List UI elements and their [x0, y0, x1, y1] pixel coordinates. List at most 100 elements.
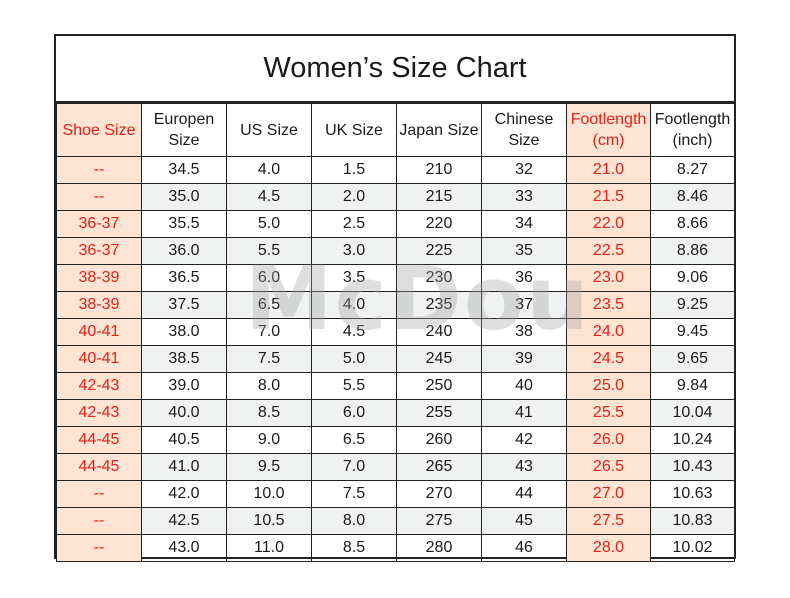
table-cell: 27.5	[566, 507, 651, 535]
table-cell: --	[56, 534, 142, 562]
table-cell: 8.27	[650, 156, 735, 184]
table-cell: 36-37	[56, 210, 142, 238]
column-header: Europen Size	[141, 103, 227, 157]
size-chart: Women’s Size Chart Shoe Size Europen Size…	[54, 34, 736, 562]
table-cell: 35.0	[141, 183, 227, 211]
table-cell: 10.63	[650, 480, 735, 508]
table-cell: 38-39	[56, 264, 142, 292]
table-cell: 265	[396, 453, 482, 481]
table-cell: 21.5	[566, 183, 651, 211]
table-cell: 270	[396, 480, 482, 508]
table-cell: 245	[396, 345, 482, 373]
table-cell: 7.0	[226, 318, 312, 346]
table-cell: 27.0	[566, 480, 651, 508]
table-cell: 28.0	[566, 534, 651, 562]
table-cell: 5.0	[311, 345, 397, 373]
table-cell: 9.65	[650, 345, 735, 373]
table-cell: 5.5	[226, 237, 312, 265]
table-cell: 40.5	[141, 426, 227, 454]
table-cell: 26.0	[566, 426, 651, 454]
table-cell: 3.0	[311, 237, 397, 265]
table-cell: 41	[481, 399, 567, 427]
table-cell: 38.5	[141, 345, 227, 373]
table-cell: 22.0	[566, 210, 651, 238]
table-cell: 36.5	[141, 264, 227, 292]
table-cell: 215	[396, 183, 482, 211]
table-cell: 42-43	[56, 399, 142, 427]
table-cell: 8.0	[311, 507, 397, 535]
table-cell: 5.0	[226, 210, 312, 238]
table-cell: 44-45	[56, 426, 142, 454]
table-cell: 25.0	[566, 372, 651, 400]
column-header: Japan Size	[396, 103, 482, 157]
table-cell: 230	[396, 264, 482, 292]
table-cell: 4.5	[311, 318, 397, 346]
table-cell: --	[56, 480, 142, 508]
table-cell: 39.0	[141, 372, 227, 400]
table-cell: 42	[481, 426, 567, 454]
table-cell: 9.45	[650, 318, 735, 346]
table-cell: 7.5	[311, 480, 397, 508]
table-cell: 6.0	[311, 399, 397, 427]
column-header: US Size	[226, 103, 312, 157]
column-header: Footlength (inch)	[650, 103, 735, 157]
table-row: 44-45 40.5 9.0 6.5 260 42 26.0 10.24	[56, 426, 735, 454]
table-row: 38-39 36.5 6.0 3.5 230 36 23.0 9.06	[56, 264, 735, 292]
table-cell: 10.43	[650, 453, 735, 481]
table-cell: 9.84	[650, 372, 735, 400]
table-cell: 38	[481, 318, 567, 346]
table-cell: 6.5	[311, 426, 397, 454]
table-cell: 24.0	[566, 318, 651, 346]
table-cell: 11.0	[226, 534, 312, 562]
table-cell: 3.5	[311, 264, 397, 292]
table-cell: 4.0	[311, 291, 397, 319]
table-cell: 255	[396, 399, 482, 427]
table-row: -- 42.5 10.5 8.0 275 45 27.5 10.83	[56, 507, 735, 535]
table-cell: 38-39	[56, 291, 142, 319]
table-cell: 5.5	[311, 372, 397, 400]
table-cell: 6.5	[226, 291, 312, 319]
table-row: -- 42.0 10.0 7.5 270 44 27.0 10.63	[56, 480, 735, 508]
column-header: Shoe Size	[56, 103, 142, 157]
table-cell: 8.0	[226, 372, 312, 400]
table-cell: 240	[396, 318, 482, 346]
table-cell: 24.5	[566, 345, 651, 373]
column-header: UK Size	[311, 103, 397, 157]
table-row: -- 43.0 11.0 8.5 280 46 28.0 10.02	[56, 534, 735, 562]
table-cell: --	[56, 507, 142, 535]
table-cell: 44-45	[56, 453, 142, 481]
table-cell: 46	[481, 534, 567, 562]
table-cell: 42.0	[141, 480, 227, 508]
table-cell: --	[56, 156, 142, 184]
table-cell: 250	[396, 372, 482, 400]
table-cell: 35	[481, 237, 567, 265]
table-cell: 23.5	[566, 291, 651, 319]
table-cell: 35.5	[141, 210, 227, 238]
chart-title: Women’s Size Chart	[56, 36, 734, 103]
table-cell: 10.02	[650, 534, 735, 562]
table-cell: 10.83	[650, 507, 735, 535]
table-cell: 8.5	[226, 399, 312, 427]
table-cell: 225	[396, 237, 482, 265]
table-cell: 34	[481, 210, 567, 238]
table-cell: 4.0	[226, 156, 312, 184]
table-cell: 45	[481, 507, 567, 535]
table-cell: 10.04	[650, 399, 735, 427]
table-cell: 6.0	[226, 264, 312, 292]
table-cell: 40-41	[56, 318, 142, 346]
table-cell: 260	[396, 426, 482, 454]
table-body: -- 34.5 4.0 1.5 210 32 21.0 8.27 -- 35.0 4.5 2.0 215…	[56, 156, 735, 562]
table-cell: 9.0	[226, 426, 312, 454]
table-cell: 10.0	[226, 480, 312, 508]
table-cell: 2.0	[311, 183, 397, 211]
table-cell: 22.5	[566, 237, 651, 265]
table-cell: 37	[481, 291, 567, 319]
table-header: Shoe Size Europen Size US Size UK Size Japan…	[56, 103, 735, 157]
table-cell: 42.5	[141, 507, 227, 535]
table-cell: 8.5	[311, 534, 397, 562]
column-header: Footlength (cm)	[566, 103, 651, 157]
header-row: Shoe Size Europen Size US Size UK Size Japan…	[56, 103, 735, 157]
table-cell: 33	[481, 183, 567, 211]
table-cell: 37.5	[141, 291, 227, 319]
table-cell: 280	[396, 534, 482, 562]
